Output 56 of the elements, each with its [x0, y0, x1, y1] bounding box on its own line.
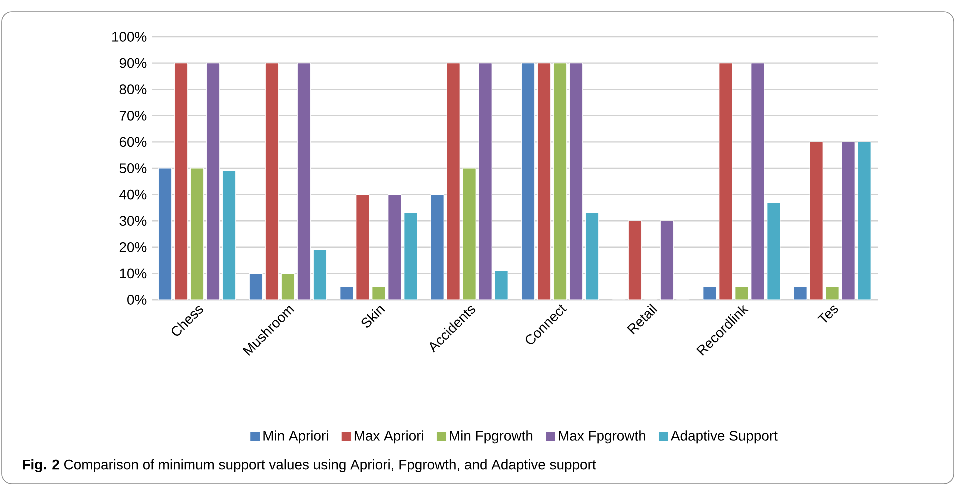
bar: [794, 286, 808, 300]
bar: [404, 212, 418, 300]
bar: [478, 62, 492, 300]
x-tick-label: Tes: [818, 306, 838, 323]
bar: [703, 286, 716, 300]
y-tick-label: 80%: [120, 84, 147, 95]
bar: [842, 142, 856, 300]
y-tick-label: 30%: [120, 216, 147, 226]
y-tick-label: 0%: [128, 295, 147, 305]
x-tick-label: Skin: [362, 306, 386, 328]
bar: [628, 220, 642, 300]
bar: [735, 286, 748, 300]
bar: [494, 270, 508, 300]
legend-label: Adaptive Support: [671, 430, 778, 444]
bar: [281, 273, 295, 300]
bar: [430, 194, 444, 300]
bar: [446, 62, 460, 300]
y-tick-label: 90%: [120, 58, 147, 68]
y-tick-label: 10%: [120, 268, 147, 279]
legend-label: Max Fpgrowth: [559, 430, 646, 444]
bar: [810, 142, 824, 300]
bar: [190, 168, 204, 300]
bar: [265, 62, 279, 300]
bar: [372, 286, 386, 300]
legend-label: Min Fpgrowth: [450, 430, 533, 444]
bar: [206, 62, 220, 300]
bar: [314, 250, 327, 300]
bar: [174, 62, 188, 300]
bar: [826, 286, 840, 300]
y-tick-label: 60%: [120, 137, 147, 148]
bar: [538, 62, 552, 300]
legend-label: Max Apriori: [354, 430, 424, 444]
bar: [297, 62, 311, 300]
bar: [522, 62, 536, 300]
y-tick-label: 50%: [120, 164, 147, 174]
bar: [158, 168, 172, 300]
bar: [858, 142, 872, 300]
y-tick-label: 100%: [112, 32, 147, 42]
bar: [554, 62, 568, 300]
text: Fig. 2 Comparison of minimum support values using Apriori, Fpgrowth, and Adaptive support: [23, 459, 596, 473]
bar: [356, 194, 370, 300]
y-tick-label: 40%: [120, 190, 147, 200]
bar: [462, 168, 476, 300]
legend-label: Min Apriori: [264, 430, 328, 444]
bar: [570, 62, 584, 300]
bar: [660, 220, 674, 300]
bar: [340, 286, 354, 300]
bar: [751, 62, 765, 300]
bar: [767, 202, 781, 300]
bar: [249, 273, 263, 300]
y-tick-label: 70%: [120, 110, 147, 121]
bar: [719, 62, 733, 300]
y-tick-label: 20%: [120, 242, 147, 252]
bar: [222, 170, 236, 300]
bar: [388, 194, 402, 300]
bar: [586, 212, 600, 300]
